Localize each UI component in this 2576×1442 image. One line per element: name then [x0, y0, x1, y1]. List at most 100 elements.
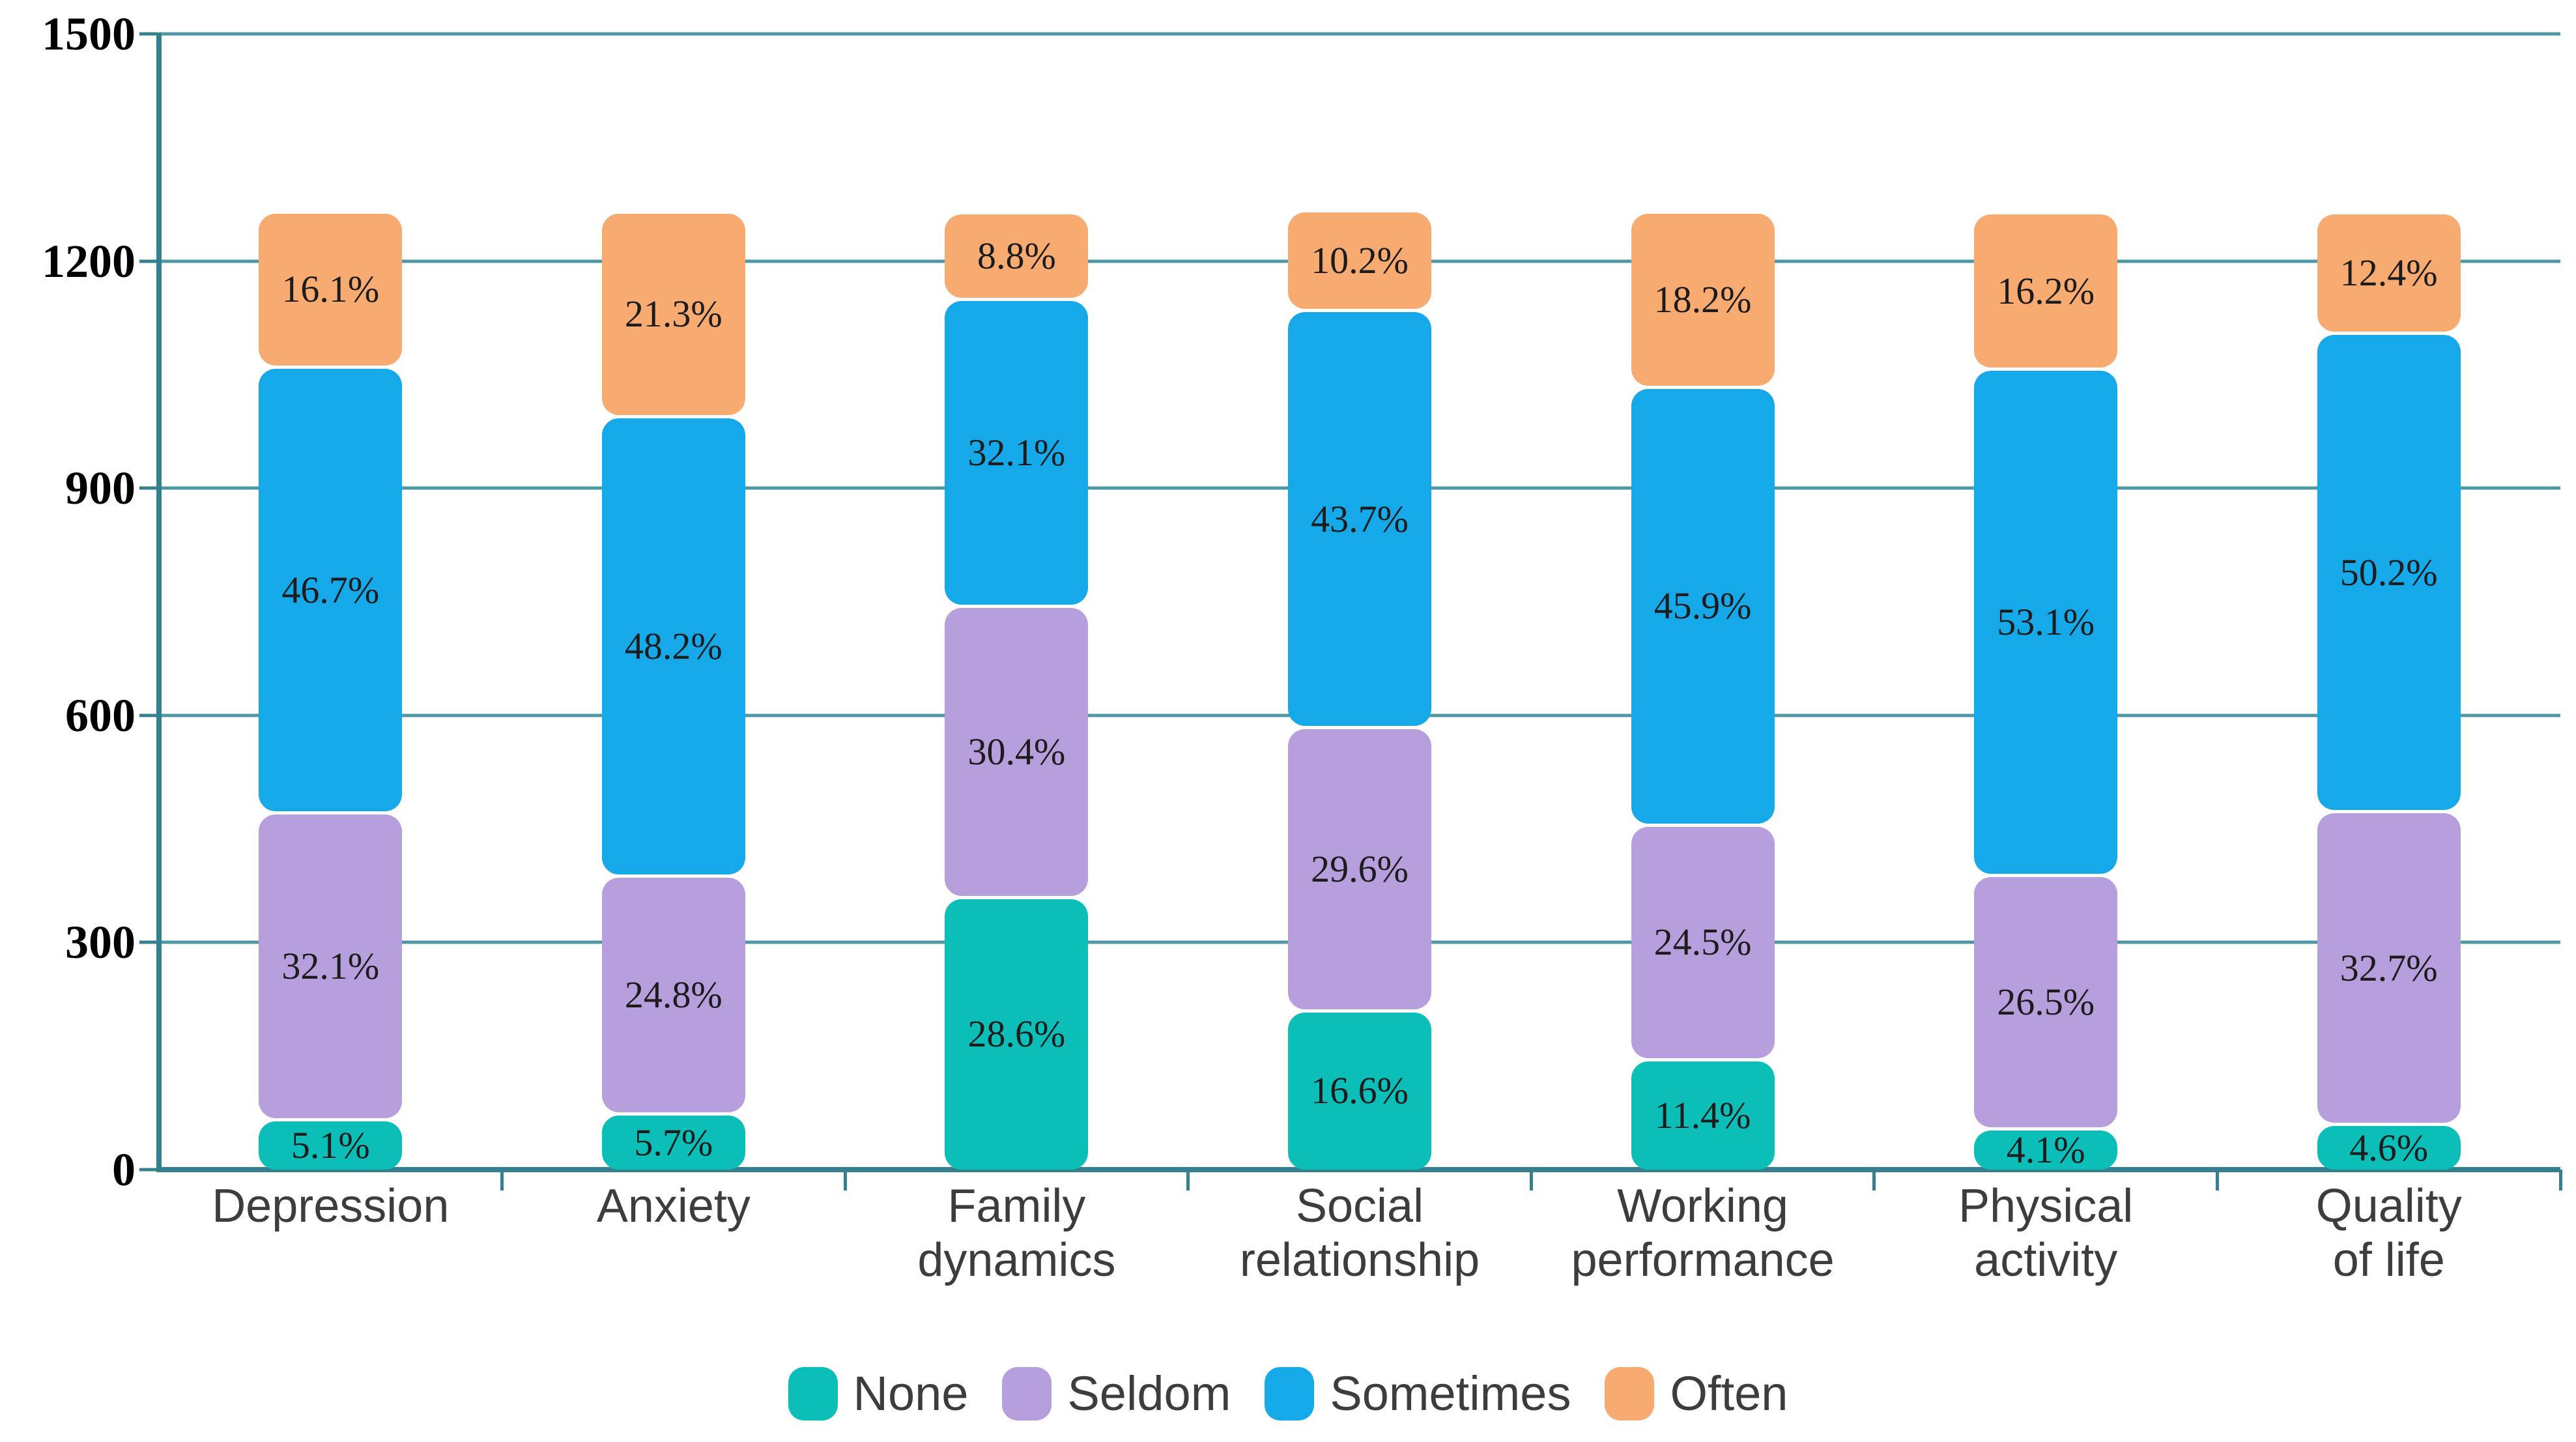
category-label-working-performance: Working performance: [1571, 1180, 1835, 1286]
segment-none: 28.6%: [945, 899, 1089, 1170]
value-label-none: 16.6%: [1311, 1069, 1409, 1112]
value-label-none: 28.6%: [967, 1013, 1066, 1056]
y-tick-600: [139, 714, 158, 717]
y-tick-300: [139, 940, 158, 944]
value-label-sometimes: 48.2%: [624, 624, 723, 667]
segment-often: 16.1%: [259, 213, 403, 366]
value-label-seldom: 30.4%: [967, 730, 1066, 773]
x-tick-7: [2558, 1170, 2562, 1190]
legend-label-sometimes: Sometimes: [1330, 1366, 1571, 1420]
segment-sometimes: 46.7%: [259, 369, 403, 811]
segment-often: 10.2%: [1288, 212, 1431, 310]
value-label-none: 5.1%: [291, 1123, 370, 1166]
y-tick-label-900: 900: [65, 462, 136, 515]
bar-physical-activity: 4.1% 26.5% 53.1% 16.2%: [1974, 214, 2118, 1172]
legend-swatch-sometimes-icon: [1265, 1367, 1315, 1420]
y-tick-1500: [139, 32, 158, 36]
y-tick-label-600: 600: [65, 689, 136, 742]
legend-label-seldom: Seldom: [1067, 1366, 1231, 1420]
legend-label-often: Often: [1670, 1366, 1788, 1420]
x-tick-4: [1529, 1170, 1533, 1190]
bar-depression: 5.1% 32.1% 46.7% 16.1%: [259, 213, 403, 1170]
segment-none: 4.1%: [1974, 1129, 2118, 1172]
x-tick-6: [2215, 1170, 2219, 1190]
legend-swatch-often-icon: [1605, 1367, 1655, 1420]
legend-swatch-seldom-icon: [1002, 1367, 1052, 1420]
y-tick-1200: [139, 259, 158, 263]
category-label-quality-of-life: Quality of life: [2315, 1180, 2462, 1286]
segment-none: 5.1%: [259, 1121, 403, 1170]
bar-anxiety: 5.7% 24.8% 48.2% 21.3%: [601, 213, 745, 1170]
segment-none: 11.4%: [1631, 1061, 1775, 1170]
value-label-often: 12.4%: [2340, 252, 2438, 295]
x-tick-5: [1872, 1170, 1876, 1190]
segment-none: 5.7%: [601, 1116, 745, 1170]
value-label-seldom: 24.5%: [1653, 921, 1752, 964]
y-tick-label-1200: 1200: [42, 235, 136, 287]
segment-often: 18.2%: [1631, 213, 1775, 386]
segment-none: 4.6%: [2317, 1126, 2461, 1170]
bar-working-performance: 11.4% 24.5% 45.9% 18.2%: [1631, 213, 1775, 1170]
x-tick-1: [500, 1170, 504, 1190]
value-label-often: 16.1%: [281, 268, 380, 311]
value-label-seldom: 32.1%: [281, 944, 380, 987]
value-label-none: 4.6%: [2349, 1126, 2429, 1169]
legend-item-seldom: Seldom: [1002, 1367, 1231, 1420]
category-label-anxiety: Anxiety: [596, 1180, 751, 1232]
plot-area: 5.1% 32.1% 46.7% 16.1% 5.7% 24.8% 48.2% 21.3% 28…: [139, 32, 2562, 1190]
segment-sometimes: 53.1%: [1974, 371, 2118, 874]
y-tick-label-1500: 1500: [42, 8, 136, 60]
segment-sometimes: 32.1%: [945, 300, 1089, 605]
value-label-sometimes: 45.9%: [1653, 584, 1752, 627]
value-label-often: 16.2%: [1997, 269, 2095, 312]
bar-family-dynamics: 28.6% 30.4% 32.1% 8.8%: [945, 214, 1089, 1170]
value-label-seldom: 29.6%: [1311, 847, 1409, 890]
segment-often: 21.3%: [601, 213, 745, 415]
segment-often: 12.4%: [2317, 214, 2461, 332]
value-label-often: 8.8%: [977, 234, 1056, 277]
value-label-none: 4.1%: [2006, 1129, 2085, 1172]
value-label-sometimes: 32.1%: [967, 431, 1066, 474]
value-label-sometimes: 53.1%: [1997, 600, 2095, 643]
bar-quality-of-life: 4.6% 32.7% 50.2% 12.4%: [2317, 214, 2461, 1170]
bar-social-relationship: 16.6% 29.6% 43.7% 10.2%: [1288, 212, 1431, 1170]
x-axis-line: [159, 1167, 2560, 1172]
legend-item-often: Often: [1605, 1367, 1788, 1420]
segment-sometimes: 48.2%: [601, 418, 745, 874]
legend-swatch-none-icon: [788, 1367, 838, 1420]
value-label-sometimes: 50.2%: [2340, 551, 2438, 594]
segment-seldom: 24.8%: [601, 878, 745, 1113]
segment-seldom: 24.5%: [1631, 826, 1775, 1059]
segment-none: 16.6%: [1288, 1012, 1431, 1170]
x-tick-3: [1186, 1170, 1190, 1190]
y-tick-0: [139, 1168, 158, 1172]
legend-item-sometimes: Sometimes: [1265, 1367, 1571, 1420]
segment-sometimes: 43.7%: [1288, 312, 1431, 726]
segment-often: 16.2%: [1974, 214, 2118, 368]
value-label-none: 11.4%: [1654, 1094, 1751, 1137]
value-label-seldom: 26.5%: [1997, 981, 2095, 1023]
category-label-family-dynamics: Family dynamics: [917, 1180, 1116, 1286]
gridline-1500: [159, 32, 2560, 36]
y-axis-line: [156, 33, 162, 1172]
category-label-social-relationship: Social relationship: [1239, 1180, 1480, 1286]
category-label-physical-activity: Physical activity: [1958, 1180, 2134, 1286]
value-label-often: 18.2%: [1653, 278, 1752, 321]
segment-seldom: 29.6%: [1288, 728, 1431, 1009]
segment-seldom: 32.1%: [259, 814, 403, 1118]
legend-label-none: None: [853, 1366, 969, 1420]
segment-seldom: 32.7%: [2317, 813, 2461, 1123]
value-label-none: 5.7%: [634, 1121, 713, 1164]
value-label-sometimes: 46.7%: [281, 568, 380, 611]
value-label-often: 10.2%: [1311, 239, 1409, 282]
y-tick-900: [139, 486, 158, 490]
segment-sometimes: 50.2%: [2317, 335, 2461, 811]
segment-seldom: 26.5%: [1974, 876, 2118, 1128]
y-tick-label-0: 0: [112, 1144, 136, 1196]
category-label-depression: Depression: [212, 1180, 450, 1232]
value-label-seldom: 24.8%: [624, 973, 723, 1017]
segment-sometimes: 45.9%: [1631, 388, 1775, 824]
value-label-sometimes: 43.7%: [1311, 497, 1409, 540]
legend-item-none: None: [788, 1366, 969, 1420]
